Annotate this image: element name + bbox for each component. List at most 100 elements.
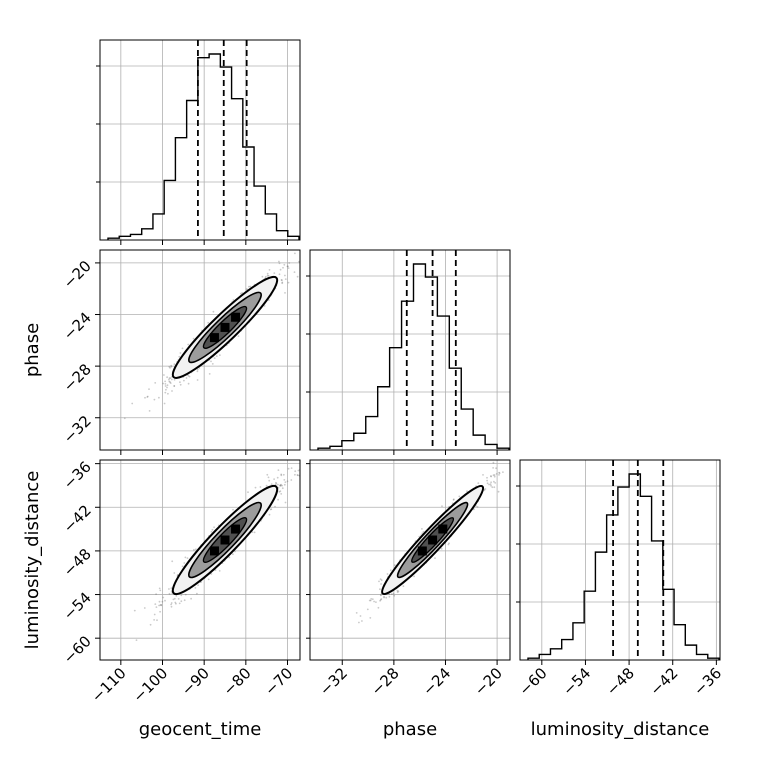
sample-point	[143, 607, 146, 609]
density-core-geocent-time-vs-phase	[231, 312, 241, 322]
sample-point	[251, 531, 254, 533]
sample-point	[486, 479, 488, 482]
sample-point	[294, 252, 296, 255]
sample-point	[185, 377, 188, 379]
sample-point	[211, 528, 214, 531]
panel-frame-phase-luminosity-distance	[309, 459, 511, 661]
sample-point	[166, 384, 169, 387]
sample-point	[270, 508, 273, 510]
sample-point	[379, 594, 382, 597]
sample-point	[495, 473, 498, 475]
sample-point	[164, 383, 167, 385]
sample-point	[296, 275, 299, 278]
sample-point	[281, 282, 284, 285]
sample-point	[402, 585, 405, 588]
sample-point	[219, 354, 221, 356]
sample-point	[170, 587, 173, 590]
sample-point	[281, 281, 284, 284]
sample-point	[284, 278, 287, 280]
density-core-phase-vs-luminosity-distance	[438, 524, 448, 534]
y-tick-label-phase: −32	[60, 412, 95, 447]
sample-point	[173, 385, 176, 387]
sample-point	[281, 279, 283, 281]
sample-point	[162, 596, 165, 599]
x-tick-label-geocent-time: −110	[88, 664, 130, 706]
sample-point	[494, 482, 497, 484]
sample-point	[211, 363, 214, 365]
sample-point	[234, 550, 236, 553]
sample-point	[490, 481, 492, 484]
x-tick-label-geocent-time: −80	[220, 664, 255, 699]
sample-point	[183, 379, 185, 382]
sample-point	[278, 260, 280, 263]
sample-point	[178, 602, 181, 605]
sample-point	[283, 483, 286, 486]
sample-point	[213, 526, 216, 529]
sample-point	[207, 321, 210, 324]
sample-point	[290, 467, 293, 469]
sample-point	[393, 564, 396, 567]
sample-point	[386, 573, 389, 575]
sample-point	[283, 263, 286, 266]
sample-point	[308, 243, 310, 245]
sample-point	[207, 578, 210, 581]
y-tick-label-luminosity-distance: −60	[60, 632, 95, 667]
sample-point	[158, 587, 161, 590]
sample-point	[164, 391, 167, 394]
sample-point	[284, 292, 286, 294]
sample-point	[171, 560, 174, 563]
sample-point	[281, 487, 284, 490]
density-core-phase-vs-luminosity-distance	[417, 546, 427, 556]
sample-point	[241, 292, 244, 294]
sample-point	[286, 265, 289, 268]
density-core-geocent-time-vs-luminosity-distance	[209, 546, 219, 556]
sample-point	[284, 274, 286, 277]
y-tick-label-phase: −20	[60, 257, 95, 292]
sample-point	[282, 266, 284, 269]
y-tick-label-luminosity-distance: −54	[60, 589, 95, 624]
frame-layer	[99, 39, 721, 661]
sample-point	[232, 508, 234, 511]
sample-point	[490, 475, 492, 478]
sample-point	[194, 587, 197, 589]
sample-point	[514, 465, 516, 467]
sample-point	[123, 417, 126, 420]
sample-point	[170, 365, 173, 368]
sample-point	[161, 600, 164, 603]
sample-point	[297, 474, 299, 477]
sample-point	[473, 508, 475, 511]
sample-point	[169, 377, 172, 379]
sample-point	[490, 484, 492, 487]
sample-point	[210, 573, 213, 575]
sample-point	[477, 482, 480, 484]
sample-point	[278, 491, 281, 493]
sample-point	[218, 570, 221, 572]
sample-point	[283, 479, 286, 481]
sample-point	[380, 583, 382, 585]
panel-frame-geocent-time-geocent-time	[99, 39, 301, 241]
sample-point	[169, 367, 171, 369]
sample-point	[303, 465, 305, 467]
sample-point	[498, 471, 500, 474]
x-tick-label-luminosity-distance: −60	[516, 664, 551, 699]
sample-point	[421, 528, 423, 530]
sample-point	[215, 355, 218, 357]
sample-point	[280, 483, 282, 486]
sample-point	[279, 484, 281, 487]
sample-point	[493, 474, 496, 476]
sample-point	[196, 370, 199, 373]
sample-point	[162, 382, 165, 385]
sample-point	[168, 377, 171, 379]
sample-point	[287, 281, 290, 284]
sample-point	[498, 474, 500, 476]
sample-point	[183, 562, 186, 564]
sample-point	[186, 557, 189, 559]
sample-point	[296, 474, 299, 476]
sample-point	[266, 473, 269, 476]
sample-point	[266, 274, 269, 277]
sample-point	[268, 513, 271, 516]
sample-point	[279, 485, 282, 487]
sample-point	[493, 480, 495, 483]
sample-point	[300, 466, 302, 468]
sample-point	[287, 265, 289, 268]
